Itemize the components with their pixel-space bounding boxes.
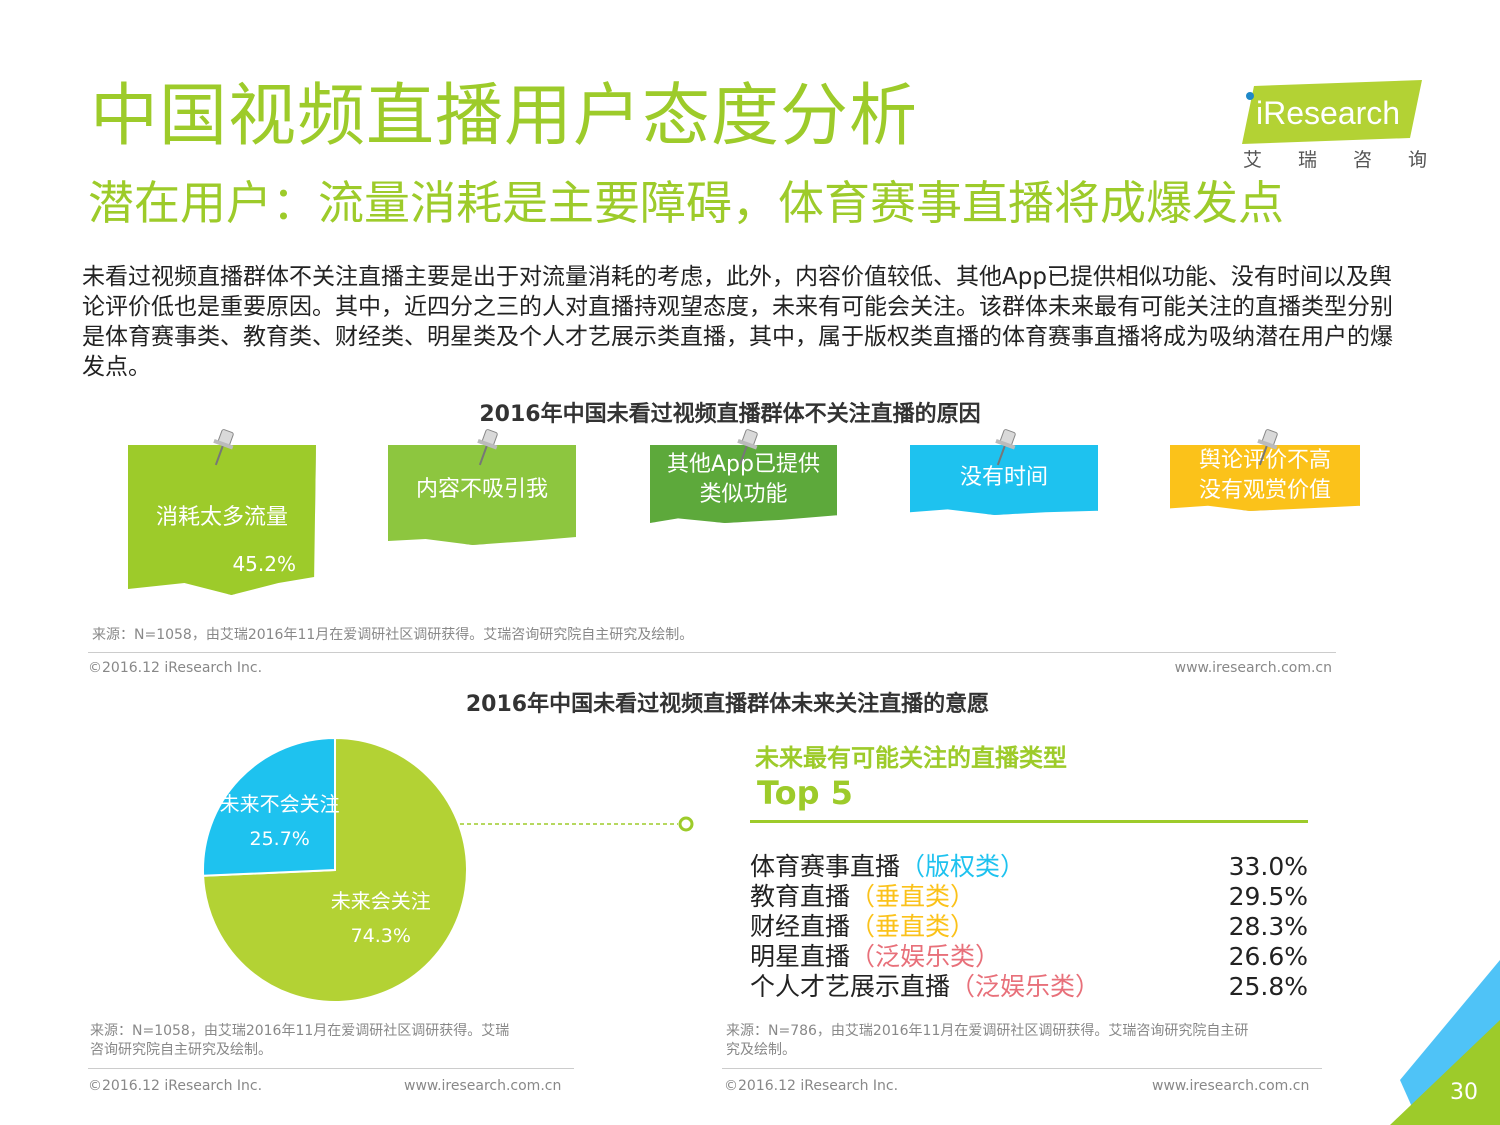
page-number: 30 bbox=[1450, 1080, 1478, 1105]
top5-label: Top 5 bbox=[757, 774, 853, 812]
page-title: 中国视频直播用户态度分析 bbox=[90, 77, 919, 156]
top5-row-value: 33.0% bbox=[1228, 852, 1308, 881]
pushpin-icon bbox=[995, 429, 1016, 466]
intro-paragraph: 未看过视频直播群体不关注直播主要是出于对流量消耗的考虑，此外，内容价值较低、其他… bbox=[82, 264, 1393, 380]
reason-note-4-label: 没有时间 bbox=[959, 465, 1048, 490]
reasons-copyright: ©2016.12 iResearch Inc. bbox=[88, 660, 263, 676]
logo-background-shape bbox=[1242, 80, 1422, 144]
divider-line bbox=[722, 1068, 1322, 1069]
top5-copyright: ©2016.12 iResearch Inc. bbox=[724, 1078, 899, 1094]
top5-row-name: 财经直播 bbox=[750, 912, 851, 941]
top5-row-value: 28.3% bbox=[1228, 912, 1308, 941]
top5-row-value: 26.6% bbox=[1228, 942, 1308, 971]
top5-website: www.iresearch.com.cn bbox=[1152, 1078, 1310, 1094]
logo-tagline: 艾瑞咨询 bbox=[1243, 149, 1464, 171]
top5-row-name: 体育赛事直播 bbox=[750, 852, 901, 881]
top5-row-3: 财经直播（垂直类） 28.3% bbox=[750, 912, 1308, 942]
corner-decoration bbox=[1390, 960, 1500, 1125]
pie-slice-label-2: 未来不会关注 bbox=[220, 792, 340, 816]
reason-note-5-label-2: 没有观赏价值 bbox=[1198, 478, 1331, 503]
top5-row-tag: （泛娱乐类） bbox=[850, 942, 1001, 971]
reason-note-4: 没有时间 bbox=[910, 445, 1098, 515]
reasons-source: 来源：N=1058，由艾瑞2016年11月在爱调研社区调研获得。艾瑞咨询研究院自… bbox=[92, 627, 694, 643]
reason-note-1-value: 45.2% bbox=[232, 552, 296, 576]
divider-line bbox=[88, 652, 1336, 653]
top5-row-name: 明星直播 bbox=[750, 942, 851, 971]
top5-row-value: 25.8% bbox=[1228, 972, 1308, 1001]
pushpin-icon bbox=[213, 429, 234, 466]
top5-heading: 未来最有可能关注的直播类型 bbox=[755, 744, 1067, 772]
iresearch-logo: iResearch bbox=[1242, 80, 1422, 144]
top5-row-1: 体育赛事直播（版权类） 33.0% bbox=[750, 852, 1308, 882]
top5-row-name: 教育直播 bbox=[750, 882, 851, 911]
pie-chart: 未来会关注 74.3% 未来不会关注 25.7% bbox=[202, 736, 468, 1003]
top5-row-4: 明星直播（泛娱乐类） 26.6% bbox=[750, 942, 1308, 972]
pie-source-line-2: 咨询研究院自主研究及绘制。 bbox=[90, 1042, 272, 1058]
pie-slice-value-1: 74.3% bbox=[351, 925, 411, 947]
pushpin-icon bbox=[737, 429, 758, 466]
top5-row-tag: （泛娱乐类） bbox=[950, 972, 1101, 1001]
reasons-website: www.iresearch.com.cn bbox=[1174, 660, 1332, 676]
pie-website: www.iresearch.com.cn bbox=[404, 1078, 562, 1094]
top5-source-line-1: 来源：N=786，由艾瑞2016年11月在爱调研社区调研获得。艾瑞咨询研究院自主… bbox=[726, 1023, 1249, 1039]
pie-source-line-1: 来源：N=1058，由艾瑞2016年11月在爱调研社区调研获得。艾瑞 bbox=[90, 1023, 510, 1039]
pushpin-icon bbox=[477, 429, 498, 466]
top5-row-5: 个人才艺展示直播（泛娱乐类） 25.8% bbox=[750, 972, 1308, 1002]
pushpin-icon bbox=[1257, 429, 1278, 466]
top5-source-line-2: 究及绘制。 bbox=[726, 1042, 796, 1058]
divider-line bbox=[88, 1068, 574, 1069]
top5-source: 来源：N=786，由艾瑞2016年11月在爱调研社区调研获得。艾瑞咨询研究院自主… bbox=[726, 1022, 1248, 1060]
pie-chart-title: 2016年中国未看过视频直播群体未来关注直播的意愿 bbox=[465, 692, 990, 717]
top5-row-value: 29.5% bbox=[1228, 882, 1308, 911]
top5-row-2: 教育直播（垂直类） 29.5% bbox=[750, 882, 1308, 912]
top5-row-name: 个人才艺展示直播 bbox=[750, 972, 951, 1001]
top5-divider bbox=[750, 820, 1308, 823]
pie-copyright: ©2016.12 iResearch Inc. bbox=[88, 1078, 263, 1094]
reason-note-1: 消耗太多流量 45.2% bbox=[128, 445, 316, 595]
top5-row-tag: （垂直类） bbox=[850, 912, 976, 941]
pie-slice-value-2: 25.7% bbox=[250, 828, 310, 850]
top5-row-tag: （版权类） bbox=[900, 852, 1026, 881]
pie-slice-2 bbox=[202, 736, 336, 877]
logo-wordmark: iResearch bbox=[1256, 95, 1400, 131]
logo-dot bbox=[1246, 92, 1254, 100]
connector-line bbox=[460, 816, 694, 832]
reason-note-5: 舆论评价不高 没有观赏价值 bbox=[1170, 445, 1360, 511]
top5-row-tag: （垂直类） bbox=[850, 882, 976, 911]
page-subtitle: 潜在用户：流量消耗是主要障碍，体育赛事直播将成爆发点 bbox=[88, 176, 1284, 230]
reason-note-2-label: 内容不吸引我 bbox=[415, 477, 548, 502]
reasons-chart-title: 2016年中国未看过视频直播群体不关注直播的原因 bbox=[479, 402, 981, 427]
reason-note-1-label: 消耗太多流量 bbox=[155, 505, 288, 530]
pie-slice-label-1: 未来会关注 bbox=[331, 889, 431, 913]
pie-source: 来源：N=1058，由艾瑞2016年11月在爱调研社区调研获得。艾瑞 咨询研究院… bbox=[90, 1022, 509, 1060]
reason-note-3-label-2: 类似功能 bbox=[699, 482, 788, 507]
